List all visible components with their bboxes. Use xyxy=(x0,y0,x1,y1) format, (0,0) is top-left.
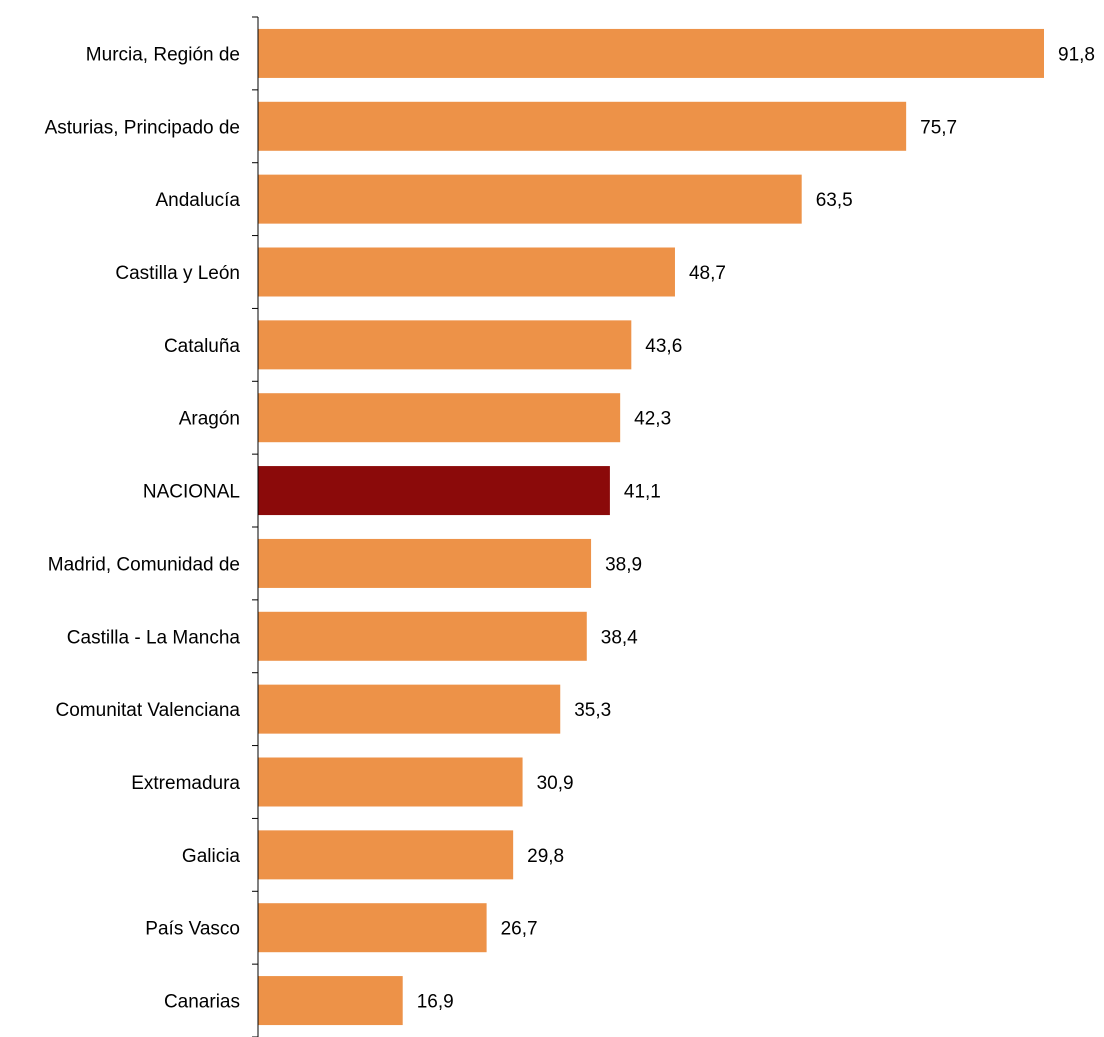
category-axis xyxy=(252,16,259,1037)
category-label-extremadura: Extremadura xyxy=(131,773,240,794)
value-labels: 91,8 75,7 63,5 48,7 43,6 42,3 41,1 38,9 38,4 35,3… xyxy=(417,44,1095,1012)
bar-madrid-comunidad-de xyxy=(258,538,592,588)
value-label-asturias-principado-de: 75,7 xyxy=(920,117,957,138)
bar-cataluna xyxy=(258,320,632,370)
category-label-madrid-comunidad-de: Madrid, Comunidad de xyxy=(48,554,240,575)
category-label-nacional: NACIONAL xyxy=(143,482,240,503)
bar-castilla-la-mancha xyxy=(258,611,587,661)
value-label-galicia: 29,8 xyxy=(527,846,564,867)
bar-asturias-principado-de xyxy=(258,101,907,151)
category-label-andalucia: Andalucía xyxy=(155,190,240,211)
value-label-comunitat-valenciana: 35,3 xyxy=(574,700,611,721)
category-label-galicia: Galicia xyxy=(182,846,241,867)
value-label-cataluna: 43,6 xyxy=(645,336,682,357)
category-label-castilla-la-mancha: Castilla - La Mancha xyxy=(67,627,241,648)
value-label-andalucia: 63,5 xyxy=(816,190,853,211)
bar-canarias xyxy=(258,976,403,1026)
bar-murcia-region-de xyxy=(258,28,1044,78)
value-label-nacional: 41,1 xyxy=(624,482,661,503)
bar-pais-vasco xyxy=(258,903,487,953)
category-label-canarias: Canarias xyxy=(164,992,240,1013)
value-label-castilla-la-mancha: 38,4 xyxy=(601,627,638,648)
category-label-murcia-region-de: Murcia, Región de xyxy=(86,44,240,65)
category-label-pais-vasco: País Vasco xyxy=(145,919,240,940)
category-label-aragon: Aragón xyxy=(179,409,240,430)
category-label-castilla-y-leon: Castilla y León xyxy=(115,263,240,284)
bar-comunitat-valenciana xyxy=(258,684,561,734)
category-label-comunitat-valenciana: Comunitat Valenciana xyxy=(56,700,241,721)
value-label-canarias: 16,9 xyxy=(417,992,454,1013)
category-label-cataluna: Cataluña xyxy=(164,336,240,357)
value-label-pais-vasco: 26,7 xyxy=(501,919,538,940)
bar-andalucia xyxy=(258,174,802,224)
value-label-extremadura: 30,9 xyxy=(537,773,574,794)
value-label-castilla-y-leon: 48,7 xyxy=(689,263,726,284)
bar-aragon xyxy=(258,393,621,443)
bar-nacional xyxy=(258,466,610,516)
value-label-aragon: 42,3 xyxy=(634,409,671,430)
category-label-asturias-principado-de: Asturias, Principado de xyxy=(45,117,240,138)
bar-castilla-y-leon xyxy=(258,247,675,297)
value-label-madrid-comunidad-de: 38,9 xyxy=(605,554,642,575)
bar-extremadura xyxy=(258,757,523,807)
bar-galicia xyxy=(258,830,514,880)
bars-group xyxy=(258,28,1044,1026)
value-label-murcia-region-de: 91,8 xyxy=(1058,44,1095,65)
category-labels: Murcia, Región de Asturias, Principado de… xyxy=(45,44,241,1012)
